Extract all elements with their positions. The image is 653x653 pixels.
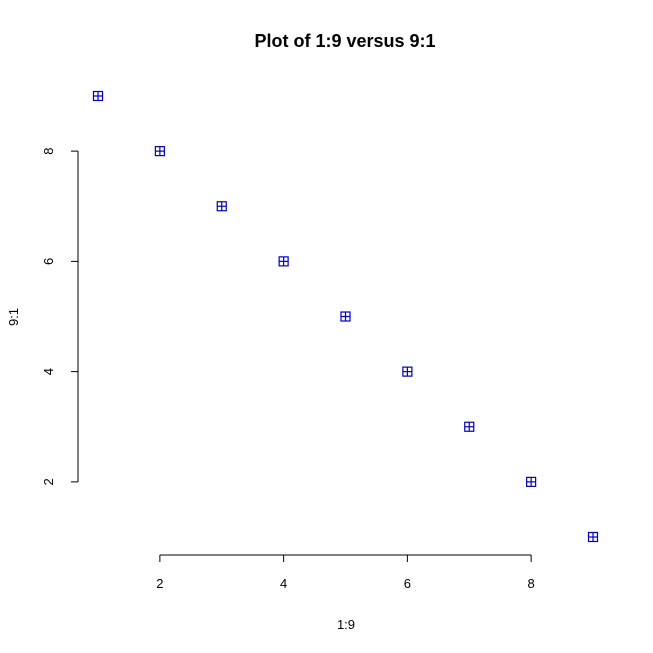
y-tick-label: 2: [41, 478, 56, 485]
chart-title: Plot of 1:9 versus 9:1: [254, 31, 435, 51]
data-point: [526, 476, 537, 487]
data-point: [92, 90, 104, 102]
y-tick-label: 4: [41, 368, 56, 375]
data-point: [464, 421, 475, 432]
data-point: [216, 201, 227, 212]
x-axis-label: 1:9: [337, 617, 355, 632]
x-axis: 2 4 6 8: [156, 554, 535, 591]
y-axis: 2 4 6 8: [41, 148, 79, 485]
y-axis-label: 9:1: [6, 308, 21, 326]
data-points: [92, 90, 599, 543]
data-point: [278, 256, 289, 267]
x-tick-label: 2: [156, 576, 163, 591]
x-tick-label: 4: [280, 576, 287, 591]
data-point: [154, 146, 165, 157]
x-tick-label: 8: [528, 576, 535, 591]
data-point: [402, 366, 413, 377]
data-point: [340, 311, 351, 322]
y-tick-label: 8: [41, 148, 56, 155]
data-point: [587, 531, 599, 543]
x-tick-label: 6: [404, 576, 411, 591]
y-tick-label: 6: [41, 258, 56, 265]
